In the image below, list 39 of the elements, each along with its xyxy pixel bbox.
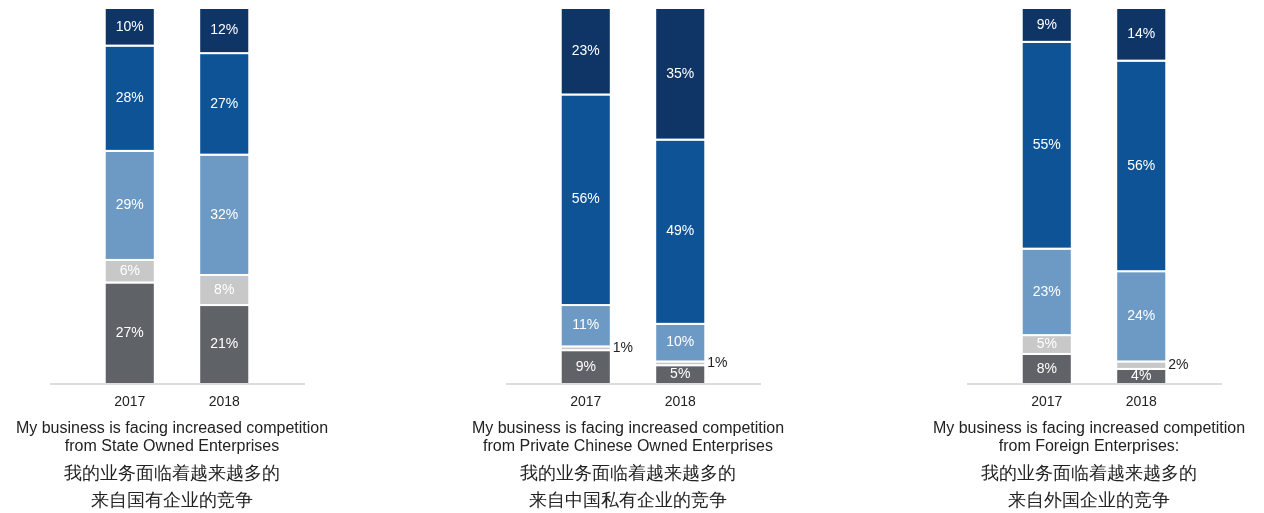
x-axis-title: My business is facing increased competition from State Owned Enterprises: [15, 419, 329, 454]
data-label: 35%: [666, 64, 695, 81]
data-label: 23%: [1032, 282, 1061, 299]
data-label: 24%: [1127, 307, 1156, 324]
x-tick-label: 2018: [664, 392, 697, 409]
data-label: 32%: [210, 205, 239, 222]
data-label: 1%: [612, 338, 634, 355]
x-tick-label: 2017: [570, 392, 602, 409]
text: 我的业务面临着越来越多的来自国有企业的竞争: [64, 462, 280, 510]
text: 我的业务面临着越来越多的来自中国私有企业的竞争: [520, 462, 736, 510]
data-label: 1%: [707, 354, 728, 371]
data-label: 28%: [115, 88, 144, 105]
data-label: 12%: [210, 21, 239, 38]
data-label: 10%: [115, 17, 144, 34]
data-label: 55%: [1032, 135, 1061, 152]
data-label: 56%: [1127, 156, 1156, 173]
data-label: 21%: [210, 335, 239, 352]
data-label: 23%: [571, 41, 600, 58]
x-axis-title: My business is facing increased competition from Foreign Enterprises:: [932, 419, 1246, 454]
text: 我的业务面临着越来越多的来自外国企业的竞争: [981, 462, 1197, 510]
x-tick-label: 2018: [208, 392, 241, 409]
data-label: 56%: [571, 190, 600, 207]
data-label: 11%: [572, 316, 600, 333]
data-label: 29%: [115, 196, 144, 213]
data-label: 27%: [115, 323, 144, 340]
data-label: 14%: [1127, 25, 1156, 42]
x-axis-title: My business is facing increased competition from Private Chinese Owned Enterprises: [471, 419, 785, 454]
data-label: 27%: [210, 94, 239, 111]
data-label: 5%: [670, 365, 691, 382]
x-tick-label: 2017: [1031, 392, 1063, 409]
data-label: 49%: [666, 222, 695, 239]
data-label: 9%: [575, 357, 596, 374]
data-label: 4%: [1131, 367, 1152, 384]
data-label: 2%: [1168, 355, 1189, 372]
data-label: 8%: [1036, 359, 1057, 376]
data-label: 9%: [1036, 15, 1057, 32]
x-tick-label: 2018: [1125, 392, 1158, 409]
data-label: 10%: [666, 333, 695, 350]
x-tick-label: 2017: [114, 392, 146, 409]
